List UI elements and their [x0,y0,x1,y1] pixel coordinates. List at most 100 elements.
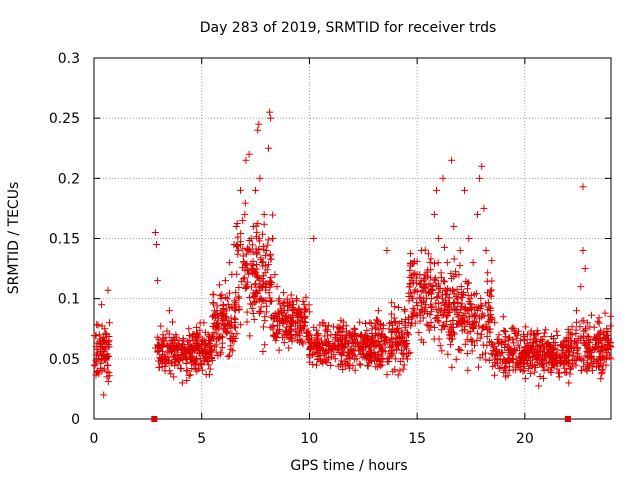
data-point [103,361,111,369]
data-point [287,291,295,299]
data-point [283,302,291,310]
data-point [372,325,380,333]
data-point [247,260,255,268]
data-point [269,321,277,329]
data-point [486,307,494,315]
data-point [392,327,400,335]
data-point [377,320,385,328]
data-point [260,210,268,218]
data-point [461,314,469,322]
data-point [203,343,211,351]
data-point [428,304,436,312]
data-point [178,379,186,387]
data-point [293,330,301,338]
data-point [572,326,580,334]
data-point [483,341,491,349]
data-point [424,266,432,274]
data-point [314,350,322,358]
data-point [276,300,284,308]
data-point [264,241,272,249]
data-point [568,323,576,331]
data-point [250,315,258,323]
data-point [578,317,586,325]
data-point [499,358,507,366]
data-point [447,270,455,278]
data-point [280,338,288,346]
data-point [297,325,305,333]
data-point [395,304,403,312]
data-point [499,349,507,357]
data-point [458,300,466,308]
data-point [475,322,483,330]
data-point [597,347,605,355]
data-point [577,283,585,291]
data-point [241,266,249,274]
data-point [594,331,602,339]
data-point [310,235,318,242]
data-point [585,333,593,341]
data-point [598,367,606,375]
data-point [412,312,420,320]
data-point [421,284,429,292]
data-point [202,355,210,363]
y-tick-label: 0.15 [49,232,80,248]
data-point [155,347,163,355]
data-point [504,343,512,351]
data-point [167,370,175,378]
data-point [248,265,256,273]
data-point [565,379,573,387]
zero-marker [564,416,571,422]
data-point [553,332,561,340]
x-tick-label: 10 [301,431,319,447]
data-point [242,281,250,289]
data-point [595,363,603,371]
y-tick-label: 0.1 [58,292,80,308]
data-point [505,357,513,365]
data-point [508,350,516,358]
data-point [521,335,529,343]
data-point [475,363,483,371]
data-point [448,363,456,371]
data-point [271,331,279,339]
data-point [200,319,208,327]
data-point [430,260,438,268]
data-point [344,361,352,369]
data-point [540,374,548,382]
data-point [350,346,358,354]
data-point [421,246,429,254]
data-point [96,349,104,357]
data-point [357,344,365,352]
data-point [275,346,283,354]
data-point [275,295,283,303]
data-point [269,211,277,219]
data-point [579,183,587,191]
data-point [583,347,591,355]
data-point [478,302,486,310]
data-point [439,321,447,329]
data-point [583,319,591,327]
data-point [434,259,442,267]
data-point [206,348,214,356]
data-point [588,366,596,374]
data-point [588,311,596,319]
data-point [406,266,414,274]
data-point [207,351,215,359]
data-point [386,319,394,327]
data-point [252,186,260,194]
data-point [500,327,508,335]
data-point [329,342,337,350]
data-point [561,354,569,362]
data-point [257,303,265,311]
data-point [437,269,445,277]
data-point [485,356,493,364]
data-point [404,355,412,363]
data-point [413,271,421,279]
data-point [583,359,591,367]
data-point [574,343,582,351]
data-point [427,308,435,316]
x-tick-label: 15 [408,431,426,447]
data-point [473,329,481,337]
data-point [606,342,614,350]
data-point [417,281,425,289]
data-point [180,343,188,351]
